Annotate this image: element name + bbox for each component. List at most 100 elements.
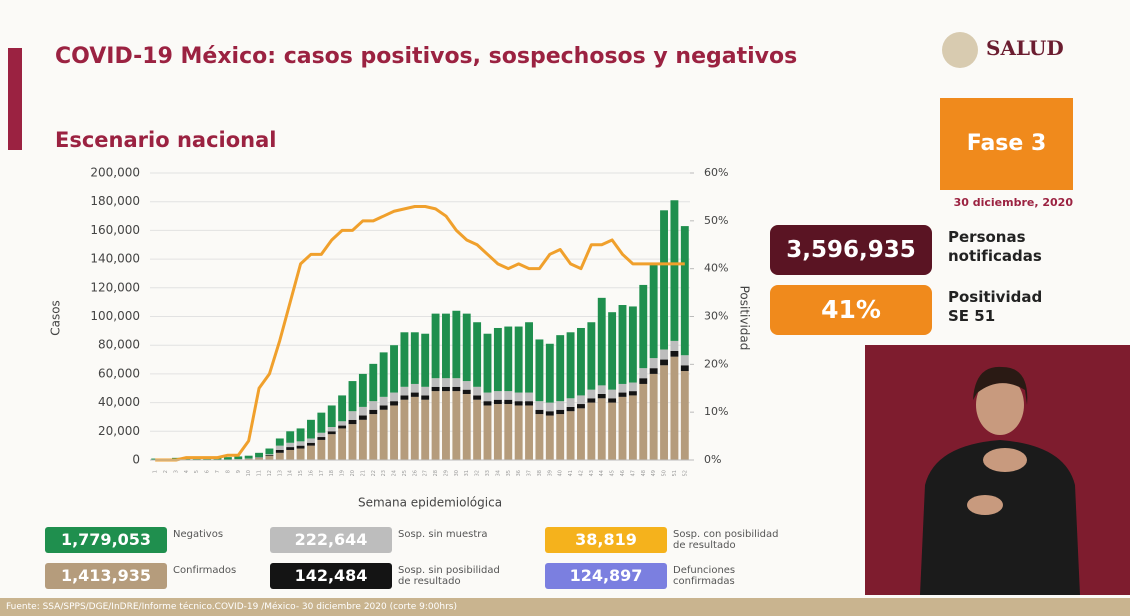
bar [286,447,295,450]
bar [587,398,596,403]
bar [649,263,658,359]
x-tick-label: 34 [495,470,501,476]
bar [556,414,565,460]
bar [317,439,326,460]
bar [670,340,679,351]
bar [483,401,492,406]
bar [462,393,471,460]
bar [317,432,326,438]
bar [608,402,617,460]
bar [566,406,575,412]
x-tick-label: 44 [599,470,605,476]
bar [431,378,440,387]
bar [504,404,513,460]
bar [566,398,575,407]
x-tick-label: 14 [288,470,294,476]
bar [307,445,315,460]
bar [286,431,295,443]
bar [286,442,295,448]
x-tick-label: 24 [392,470,398,476]
bar [462,389,471,394]
bar [670,200,679,341]
positivity-label: Positividad SE 51 [948,288,1043,325]
bar [556,335,565,402]
bar [660,349,668,360]
bar [618,305,627,384]
bar [327,431,336,435]
bar [504,326,513,392]
bar [358,419,367,460]
bar [390,405,398,460]
bar [597,398,606,460]
bar [628,306,637,383]
bar [660,365,668,460]
bar [286,449,295,460]
bar [400,395,409,400]
y-tick-label: 100,000 [90,309,140,323]
bar [608,398,617,403]
bar [493,399,502,405]
x-tick-label: 1 [153,470,159,473]
bar [265,448,274,455]
bar [307,442,315,446]
bar [431,391,440,460]
bar [234,456,243,460]
x-tick-label: 6 [205,470,211,473]
bar [244,455,253,459]
x-tick-label: 40 [558,470,564,476]
x-tick-label: 12 [267,470,273,476]
bar [369,414,378,460]
legend-total: 124,897 [545,563,667,589]
bar [618,383,627,393]
y-tick-label: 200,000 [90,166,140,180]
bar [483,405,492,460]
bar [296,441,305,446]
bar [327,405,336,427]
person-body [920,440,1080,595]
bar [317,412,326,433]
x-tick-label: 45 [610,470,616,476]
bar [618,396,627,460]
bar [525,322,533,393]
bar [400,386,409,396]
bar [410,383,419,393]
bar [338,425,347,429]
y2-tick-label: 10% [704,405,728,418]
bar [670,356,679,460]
x-tick-label: 27 [423,470,429,476]
bar [525,392,533,402]
bar [608,389,617,399]
bar [442,378,450,387]
bar [296,428,305,442]
legend-total: 38,819 [545,527,667,553]
legend-total: 1,779,053 [45,527,167,553]
x-tick-label: 17 [319,470,325,476]
bar [275,438,284,446]
x-tick-label: 22 [371,470,377,476]
x-tick-label: 2 [163,470,169,473]
positivity-value: 41% [770,285,932,335]
bar [421,395,430,400]
x-tick-label: 37 [527,470,533,476]
bar [597,393,606,399]
y2-tick-label: 30% [704,310,728,323]
bar [556,409,565,415]
bar [628,395,637,460]
bar [649,358,658,369]
bar [421,333,430,387]
bar [410,392,419,397]
bar [296,445,305,449]
bar [639,378,648,384]
bar [296,448,305,460]
bar [473,399,482,460]
bar [400,332,409,387]
bar [566,411,575,460]
bar [275,449,284,453]
x-tick-label: 16 [308,470,314,476]
legend-label: Confirmados [173,565,237,576]
bar [587,389,596,399]
bar [265,454,274,456]
x-tick-label: 4 [184,470,190,473]
bar [275,445,284,450]
y-tick-label: 0 [132,453,140,467]
